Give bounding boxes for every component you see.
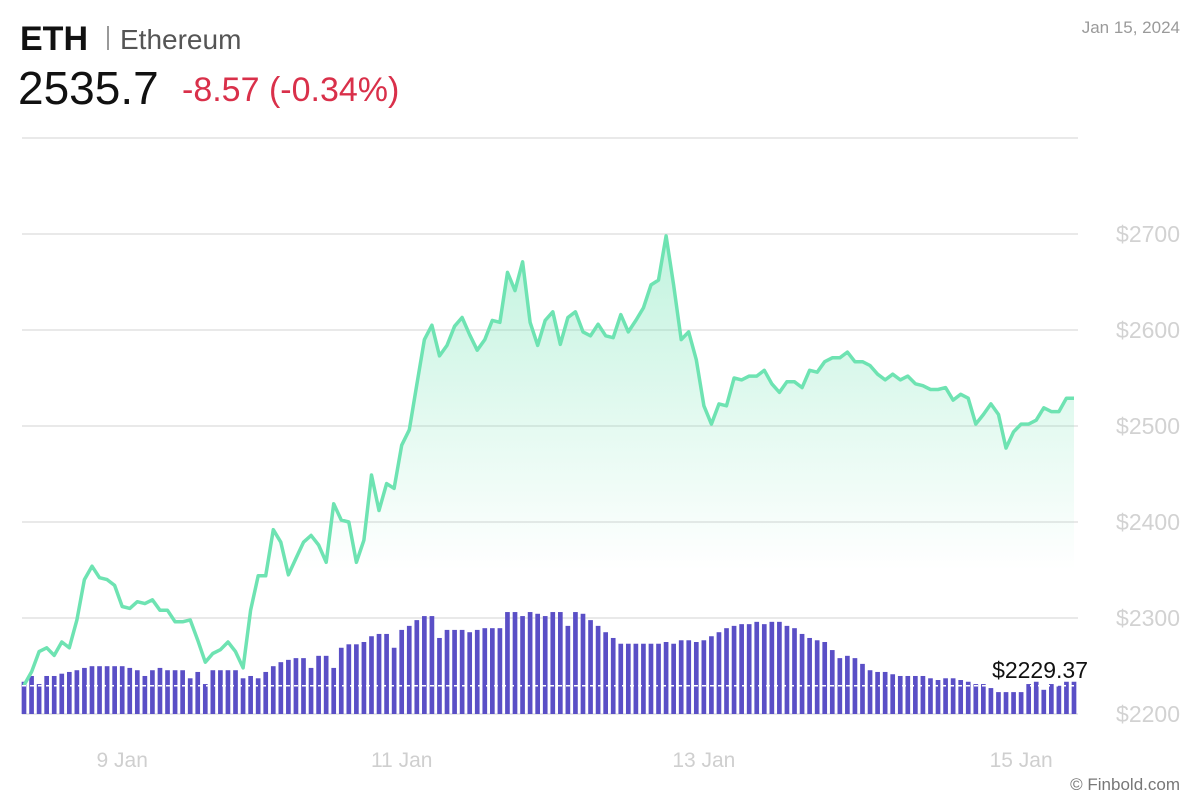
asset-name: Ethereum [120, 24, 241, 55]
price-change: -8.57 (-0.34%) [182, 71, 399, 109]
price-line [22, 234, 1074, 687]
y-tick-label: $2200 [1116, 701, 1180, 727]
x-tick-label: 9 Jan [97, 749, 148, 772]
symbol: ETH [20, 20, 88, 58]
date: Jan 15, 2024 [1082, 18, 1180, 37]
source: © Finbold.com [1070, 775, 1180, 794]
low-label: $2229.37 [992, 657, 1088, 683]
x-tick-label: 13 Jan [672, 749, 735, 772]
x-tick-label: 15 Jan [990, 749, 1053, 772]
y-tick-label: $2500 [1116, 413, 1180, 439]
y-tick-label: $2600 [1116, 317, 1180, 343]
x-tick-label: 11 Jan [371, 749, 433, 772]
y-tick-label: $2700 [1116, 221, 1180, 247]
y-tick-label: $2400 [1116, 509, 1180, 535]
price-area [24, 235, 1074, 714]
y-tick-label: $2300 [1116, 605, 1180, 631]
price: 2535.7 [18, 62, 159, 114]
